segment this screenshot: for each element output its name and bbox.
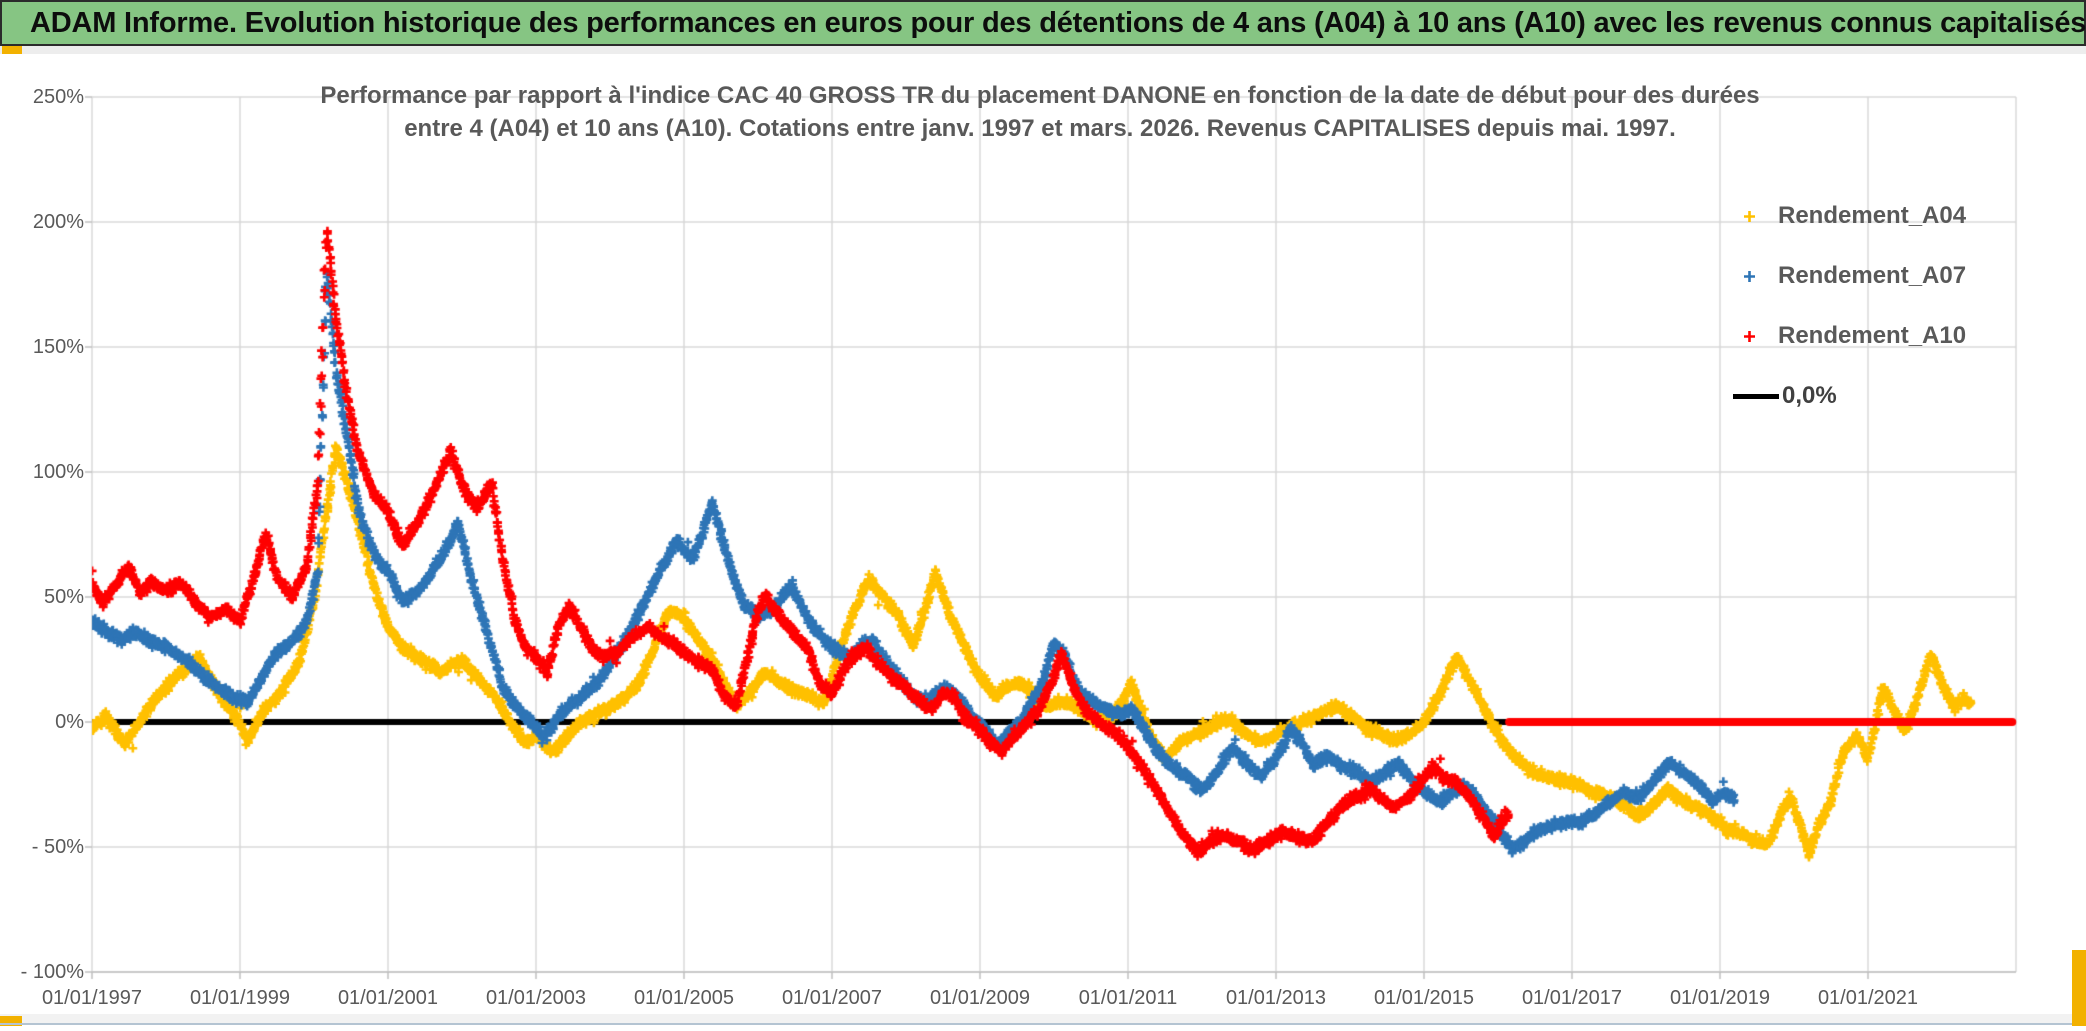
x-axis-label: 01/01/1997: [41, 987, 143, 1009]
x-axis-label: 01/01/2011: [1078, 987, 1178, 1009]
x-axis-label: 01/01/2003: [485, 987, 587, 1009]
x-axis-label: 01/01/2017: [1521, 987, 1623, 1009]
plus-marker-icon: [1732, 269, 1766, 284]
legend-item-rendement-a10: Rendement_A10: [1732, 306, 2032, 366]
x-axis-label: 01/01/2021: [1817, 987, 1919, 1009]
bottom-strip: [0, 1014, 2086, 1023]
y-axis-label: 100%: [32, 461, 84, 483]
y-axis-label: 200%: [32, 211, 84, 233]
legend-label: Rendement_A04: [1778, 202, 1967, 229]
chart-title-line1: Performance par rapport à l'indice CAC 4…: [320, 82, 1760, 109]
line-swatch-icon: [1732, 393, 1780, 399]
y-axis-label: 150%: [32, 336, 84, 358]
y-axis-label: - 100%: [20, 961, 84, 983]
x-axis-label: 01/01/2007: [781, 987, 883, 1009]
y-axis-label: 0%: [55, 711, 84, 733]
y-axis-label: - 50%: [31, 836, 84, 858]
chart-title: Performance par rapport à l'indice CAC 4…: [150, 79, 1930, 145]
bottom-edge-line: [0, 1023, 2086, 1025]
x-axis-label: 01/01/1999: [189, 987, 291, 1009]
y-axis-label: 250%: [32, 86, 84, 108]
bottom-strip-gold-accent: [0, 1016, 22, 1026]
right-gold-accent: [2072, 950, 2086, 1026]
legend-label: Rendement_A10: [1778, 322, 1967, 349]
plus-marker-icon: [1732, 329, 1766, 344]
legend-item-rendement-a07: Rendement_A07: [1732, 246, 2032, 306]
x-axis-label: 01/01/2015: [1373, 987, 1475, 1009]
x-axis-label: 01/01/2009: [929, 987, 1031, 1009]
x-axis-label: 01/01/2001: [337, 987, 439, 1009]
legend-item-zero-line: 0,0%: [1732, 366, 2032, 426]
legend-item-rendement-a04: Rendement_A04: [1732, 186, 2032, 246]
x-axis-label: 01/01/2005: [633, 987, 735, 1009]
chart-title-line2: entre 4 (A04) et 10 ans (A10). Cotations…: [404, 115, 1676, 142]
x-axis-label: 01/01/2019: [1669, 987, 1771, 1009]
x-axis-label: 01/01/2013: [1225, 987, 1327, 1009]
legend-label: 0,0%: [1782, 382, 1837, 409]
chart-legend: Rendement_A04 Rendement_A07 Rendement_A1…: [1732, 186, 2032, 426]
y-axis-label: 50%: [43, 586, 84, 608]
plus-marker-icon: [1732, 209, 1766, 224]
legend-label: Rendement_A07: [1778, 262, 1967, 289]
